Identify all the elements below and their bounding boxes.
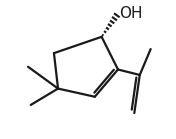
Text: OH: OH: [119, 6, 143, 21]
